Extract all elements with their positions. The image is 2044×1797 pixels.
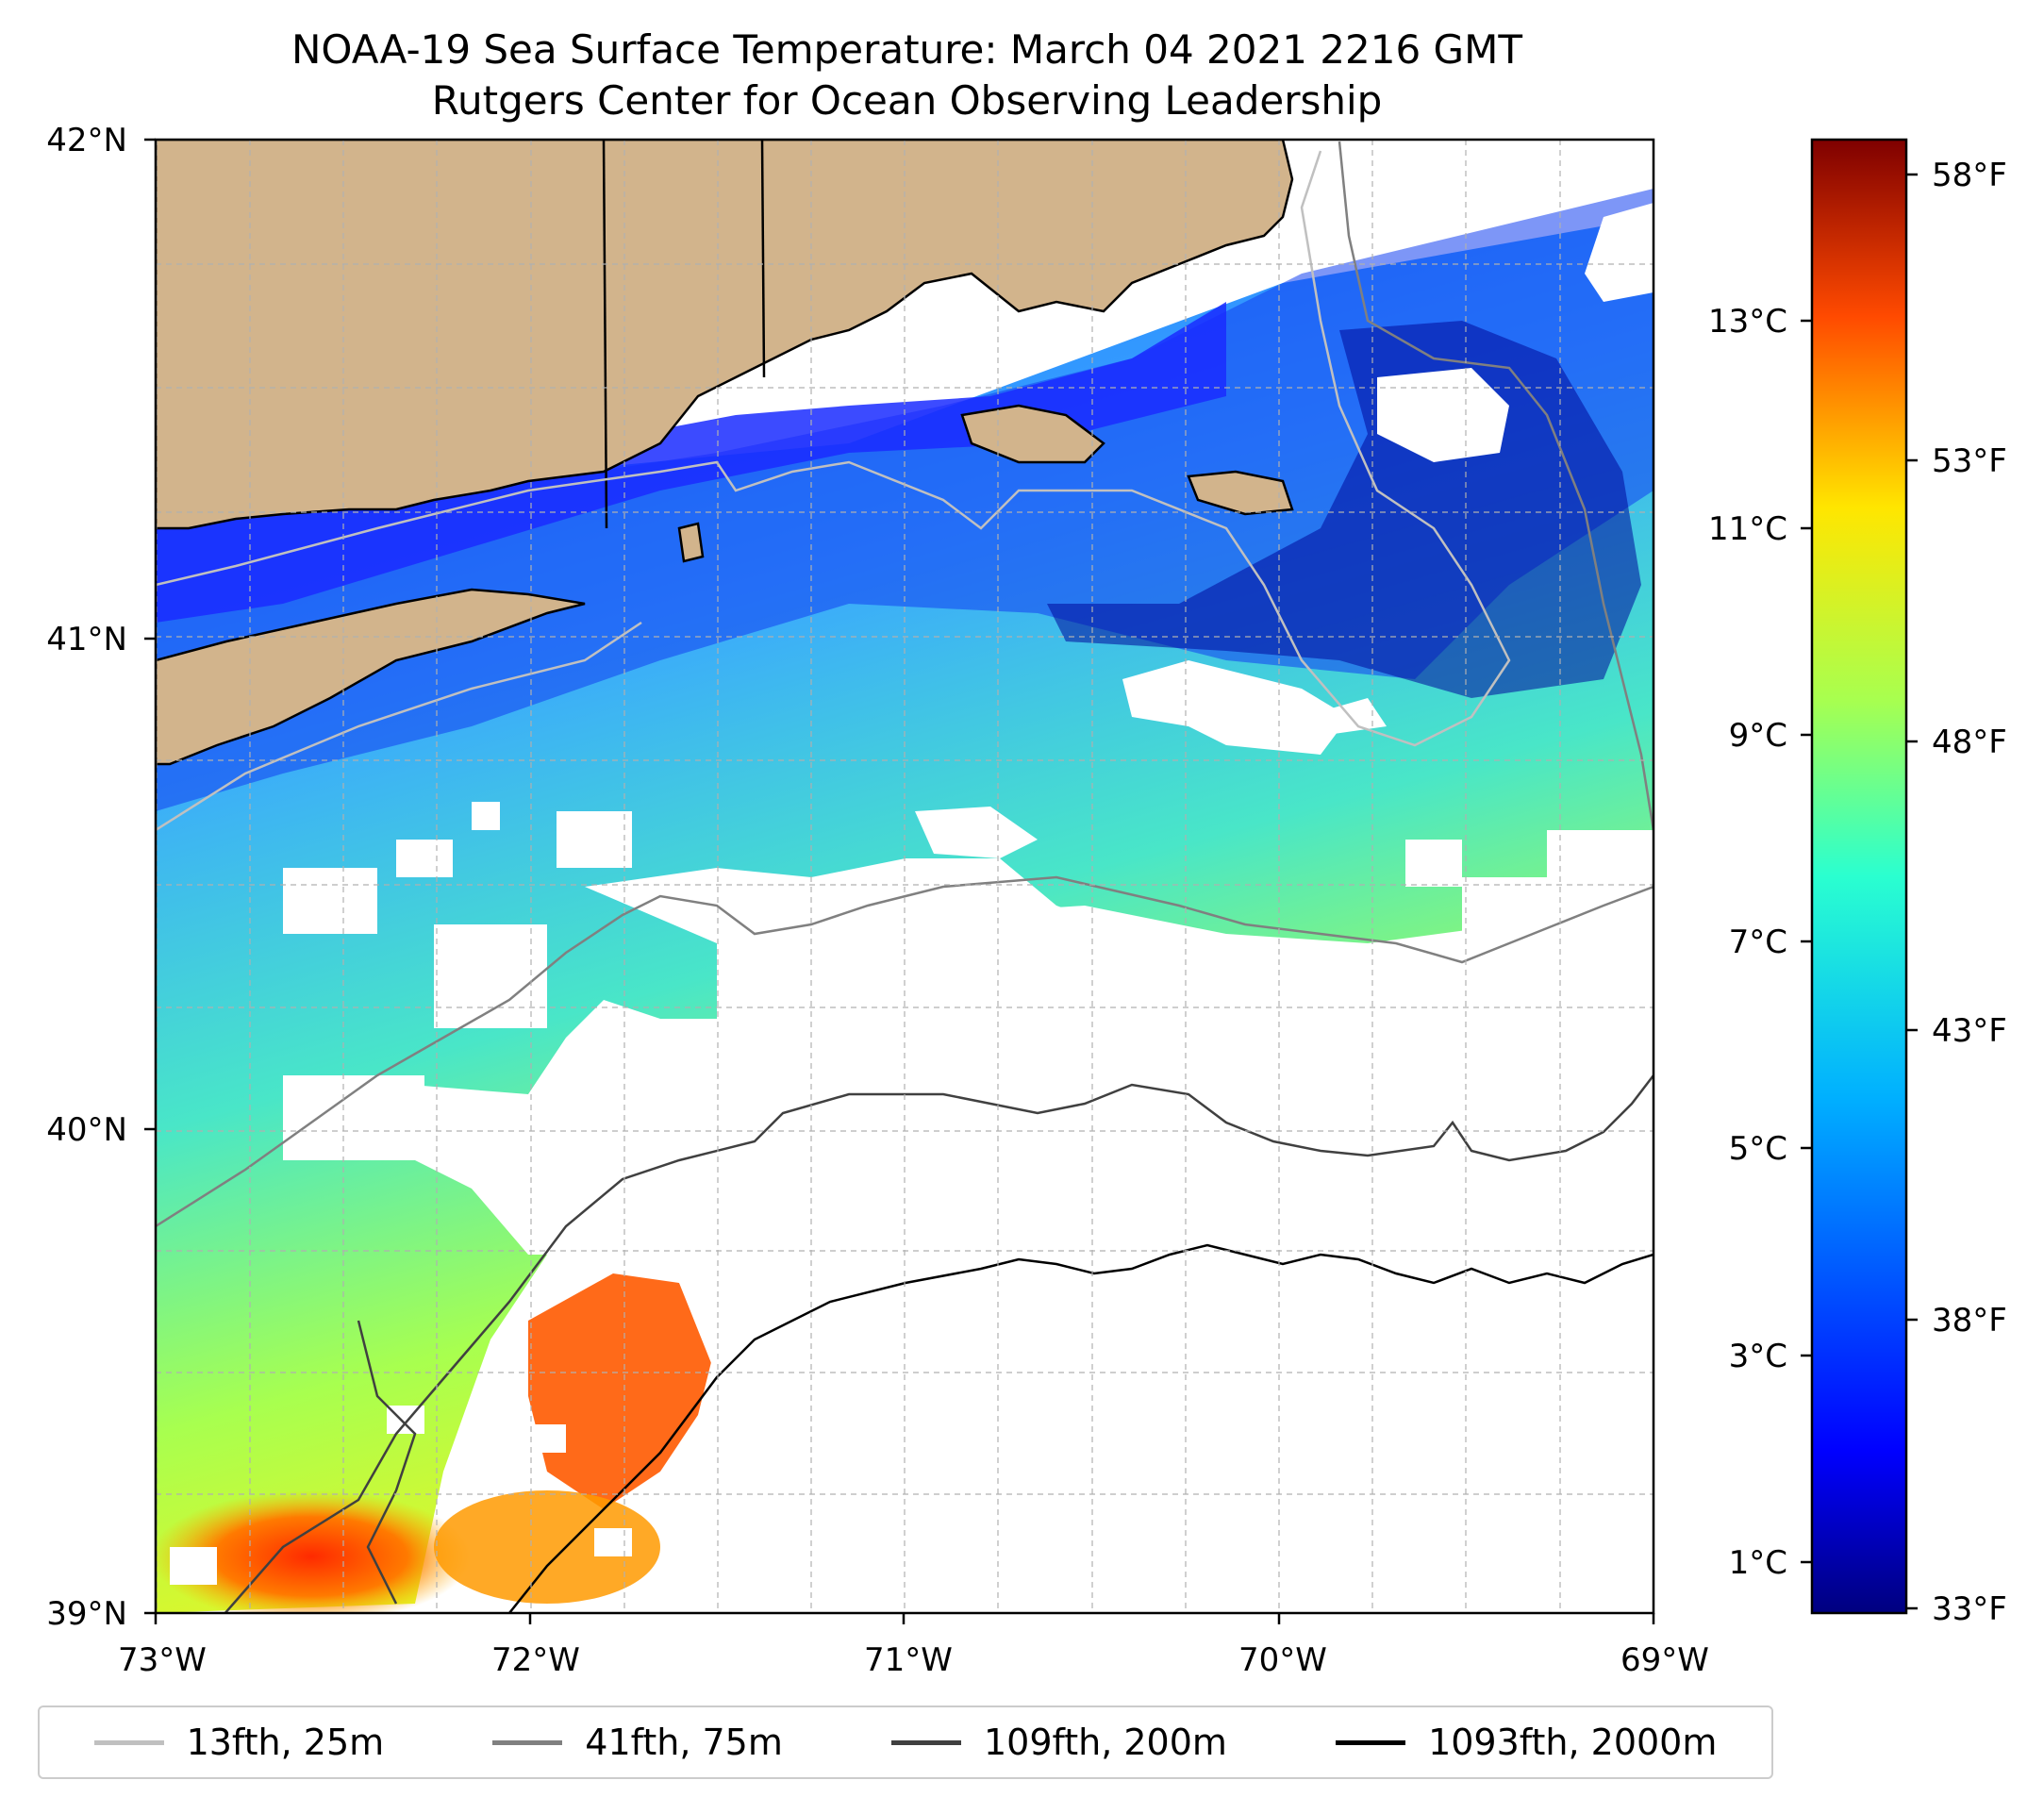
fahrenheit-label-48: 48°F	[1932, 724, 2007, 761]
lon-label-72: 72°W	[491, 1641, 580, 1679]
colorbar-celsius-ticks	[1801, 319, 1812, 1564]
land-mainland	[156, 140, 1294, 530]
map-area	[156, 140, 1653, 1613]
isobath-75m	[156, 875, 1653, 1228]
lat-label-39: 39°N	[46, 1595, 127, 1633]
celsius-label-3: 3°C	[1729, 1338, 1787, 1375]
legend-swatch-2000m	[1336, 1739, 1406, 1745]
sst-warm-patch	[528, 1273, 717, 1509]
lat-label-42: 42°N	[46, 122, 127, 159]
legend-swatch-200m	[891, 1739, 961, 1745]
lon-label-71: 71°W	[864, 1641, 953, 1679]
fahrenheit-label-43: 43°F	[1932, 1012, 2007, 1050]
fahrenheit-label-38: 38°F	[1932, 1302, 2007, 1339]
fahrenheit-label-58: 58°F	[1932, 157, 2007, 194]
land-long-island	[156, 588, 586, 766]
sst-cold-coastal	[156, 302, 1226, 623]
legend-label-2000m: 1093fth, 2000m	[1428, 1722, 1718, 1763]
land	[156, 140, 1294, 766]
legend-item-200m: 109fth, 200m	[891, 1722, 1227, 1763]
legend-item-75m: 41fth, 75m	[492, 1722, 783, 1763]
legend-swatch-75m	[492, 1739, 563, 1745]
fahrenheit-label-53: 53°F	[1932, 442, 2007, 480]
celsius-label-7: 7°C	[1729, 923, 1787, 961]
axis-ticks	[144, 138, 1655, 1624]
lon-labels: 73°W 72°W 71°W 70°W 69°W	[118, 1641, 1709, 1679]
sst-cold-north	[156, 189, 1653, 811]
isobath-200m	[224, 1074, 1653, 1613]
celsius-label-1: 1°C	[1729, 1544, 1787, 1582]
gridlines	[156, 140, 1653, 1613]
map-title: NOAA-19 Sea Surface Temperature: March 0…	[291, 26, 1522, 73]
isobath-200m-west	[357, 1320, 417, 1605]
sst-warm-patch-south	[434, 1490, 660, 1604]
lon-label-69: 69°W	[1620, 1641, 1709, 1679]
legend-swatch-25m	[93, 1739, 164, 1745]
colorbar-celsius-labels: 13°C 11°C 9°C 7°C 5°C 3°C 1°C	[1708, 303, 1787, 1582]
isobath-25m-li	[156, 621, 642, 832]
celsius-label-5: 5°C	[1729, 1130, 1787, 1168]
lon-label-70: 70°W	[1238, 1641, 1327, 1679]
celsius-label-9: 9°C	[1729, 717, 1787, 755]
legend-item-2000m: 1093fth, 2000m	[1336, 1722, 1717, 1763]
celsius-label-13: 13°C	[1708, 303, 1787, 341]
isobath-legend: 13fth, 25m 41fth, 75m 109fth, 200m 1093f…	[38, 1705, 1773, 1779]
land-block-island	[677, 522, 705, 563]
colorbar: 13°C 11°C 9°C 7°C 5°C 3°C 1°C 58°F 53°F …	[1708, 138, 2007, 1628]
legend-item-25m: 13fth, 25m	[93, 1722, 385, 1763]
legend-label-200m: 109fth, 200m	[984, 1722, 1227, 1763]
sst-map-figure: 42°N 41°N 40°N 39°N 73°W 72°W 71°W 70°W …	[46, 122, 2007, 1679]
lat-label-40: 40°N	[46, 1111, 127, 1149]
legend-label-25m: 13fth, 25m	[186, 1722, 385, 1763]
isobath-25m	[156, 150, 1511, 747]
colorbar-fahrenheit-ticks	[1906, 173, 1918, 1610]
colorbar-fahrenheit-labels: 58°F 53°F 48°F 43°F 38°F 33°F	[1932, 157, 2007, 1628]
map-subtitle: Rutgers Center for Ocean Observing Leade…	[431, 77, 1383, 124]
colorbar-ramp	[1810, 138, 1908, 1615]
isobath-2000m	[508, 1243, 1653, 1613]
fahrenheit-label-33: 33°F	[1932, 1590, 2007, 1628]
lat-label-41: 41°N	[46, 621, 127, 658]
legend-label-75m: 41fth, 75m	[585, 1722, 783, 1763]
land-nantucket	[1187, 470, 1294, 516]
lon-label-73: 73°W	[118, 1641, 207, 1679]
cloud-gaps	[170, 203, 1653, 1613]
celsius-label-11: 11°C	[1708, 510, 1787, 548]
lat-labels: 42°N 41°N 40°N 39°N	[46, 122, 127, 1633]
sst-hot-patch-sw	[156, 1490, 472, 1613]
state-borders	[602, 140, 766, 529]
isobath-75m-ne	[1338, 141, 1653, 831]
isobaths	[156, 141, 1653, 1613]
